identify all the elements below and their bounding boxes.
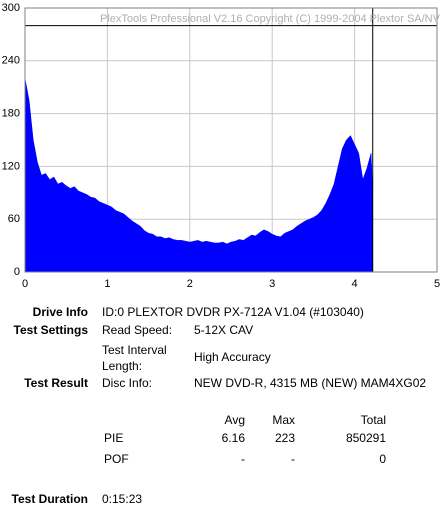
stat: - xyxy=(291,452,295,466)
x-tick-label: 4 xyxy=(352,278,358,290)
label: Test Settings xyxy=(14,323,89,337)
label: Test Result xyxy=(24,376,88,390)
y-tick-label: 300 xyxy=(2,2,20,14)
x-tick-label: 2 xyxy=(187,278,193,290)
x-tick-label: 3 xyxy=(269,278,275,290)
info: Drive Info ID:0 PLEXTOR DVDR PX-712A V1.… xyxy=(12,305,427,506)
stat: 850291 xyxy=(346,431,386,445)
x-tick-label: 5 xyxy=(434,278,440,290)
value: 5-12X CAV xyxy=(194,323,253,337)
stat: - xyxy=(241,452,245,466)
label: Drive Info xyxy=(33,305,88,319)
x-tick-label: 1 xyxy=(104,278,110,290)
y-tick-label: 0 xyxy=(14,266,20,278)
area xyxy=(24,78,373,273)
stat-name: PIE xyxy=(104,431,123,445)
stat: 6.16 xyxy=(222,431,246,445)
y-tick-label: 60 xyxy=(8,213,20,225)
x-tick-label: 0 xyxy=(22,278,28,290)
label: Test Duration xyxy=(12,492,88,506)
stat-header: Total xyxy=(361,413,386,427)
y-tick-label: 240 xyxy=(2,55,20,67)
y-tick-label: 120 xyxy=(2,160,20,172)
y-tick-label: 180 xyxy=(2,108,20,120)
value: ID:0 PLEXTOR DVDR PX-712A V1.04 (#103040… xyxy=(102,305,364,319)
plot: 0 60 120 180 240 300 0 1 2 3 4 5 xyxy=(2,2,440,290)
stat-name: POF xyxy=(104,452,129,466)
label: Test Interval xyxy=(102,343,167,357)
label: Read Speed: xyxy=(102,323,172,337)
stat: 0 xyxy=(379,452,386,466)
stat-header: Max xyxy=(272,413,295,427)
watermark: PlexTools Professional V2.16 Copyright (… xyxy=(100,13,441,25)
value: NEW DVD-R, 4315 MB (NEW) MAM4XG02 xyxy=(194,376,426,390)
value: High Accuracy xyxy=(194,350,271,364)
label: Disc Info: xyxy=(102,376,152,390)
stat: 223 xyxy=(275,431,295,445)
stat-header: Avg xyxy=(225,413,245,427)
label: Length: xyxy=(102,359,142,373)
plot-frame xyxy=(24,7,438,273)
value: 0:15:23 xyxy=(102,492,142,506)
